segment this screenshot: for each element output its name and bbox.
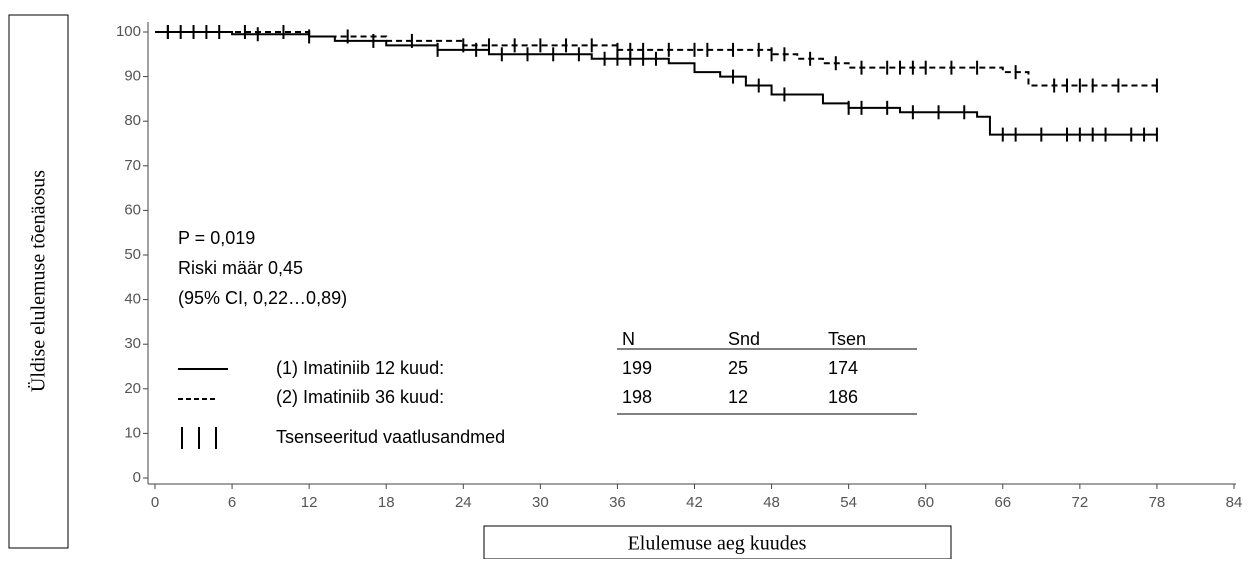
y-tick-label: 50 xyxy=(124,246,141,263)
y-tick-label: 40 xyxy=(124,291,141,308)
x-tick-label: 42 xyxy=(686,494,703,511)
x-tick-label: 0 xyxy=(151,494,159,511)
x-tick-label: 18 xyxy=(378,494,395,511)
x-tick-label: 66 xyxy=(994,494,1011,511)
survival-line xyxy=(155,31,1157,136)
legend-censor-symbol xyxy=(181,427,217,449)
legend-label: Tsenseeritud vaatlusandmed xyxy=(276,427,505,447)
x-tick-label: 36 xyxy=(609,494,626,511)
y-tick-label: 30 xyxy=(124,335,141,352)
table-header: Tsen xyxy=(828,329,866,349)
x-tick-label: 78 xyxy=(1149,494,1166,511)
x-tick-label: 60 xyxy=(917,494,934,511)
annotation: P = 0,019 xyxy=(178,228,255,248)
legend-label: (1) Imatiniib 12 kuud: xyxy=(276,358,444,378)
y-tick-label: 0 xyxy=(133,469,141,486)
x-axis-label: Elulemuse aeg kuudes xyxy=(628,533,807,555)
x-tick-label: 12 xyxy=(301,494,318,511)
legend-label: (2) Imatiniib 36 kuud: xyxy=(276,387,444,407)
table-cell: 199 xyxy=(622,358,652,378)
x-tick-label: 54 xyxy=(840,494,857,511)
y-tick-label: 20 xyxy=(124,380,141,397)
table-cell: 12 xyxy=(728,387,748,407)
y-tick-label: 60 xyxy=(124,201,141,218)
y-tick-label: 70 xyxy=(124,157,141,174)
y-tick-label: 90 xyxy=(124,68,141,85)
table-cell: 174 xyxy=(828,358,858,378)
y-label-box xyxy=(8,14,69,549)
table-cell: 198 xyxy=(622,387,652,407)
x-tick-label: 72 xyxy=(1072,494,1089,511)
x-tick-label: 24 xyxy=(455,494,472,511)
annotation: (95% CI, 0,22…0,89) xyxy=(178,288,347,308)
annotation: Riski määr 0,45 xyxy=(178,258,303,278)
table-cell: 25 xyxy=(728,358,748,378)
y-axis-label: Üldise elulemuse tõenäosus xyxy=(27,170,50,392)
table-header: N xyxy=(622,329,635,349)
x-tick-label: 84 xyxy=(1226,494,1243,511)
y-tick-label: 100 xyxy=(116,23,141,40)
y-tick-label: 80 xyxy=(124,112,141,129)
table-header: Snd xyxy=(728,329,760,349)
x-tick-label: 6 xyxy=(228,494,236,511)
y-tick-label: 10 xyxy=(124,424,141,441)
x-tick-label: 48 xyxy=(763,494,780,511)
x-tick-label: 30 xyxy=(532,494,549,511)
table-cell: 186 xyxy=(828,387,858,407)
